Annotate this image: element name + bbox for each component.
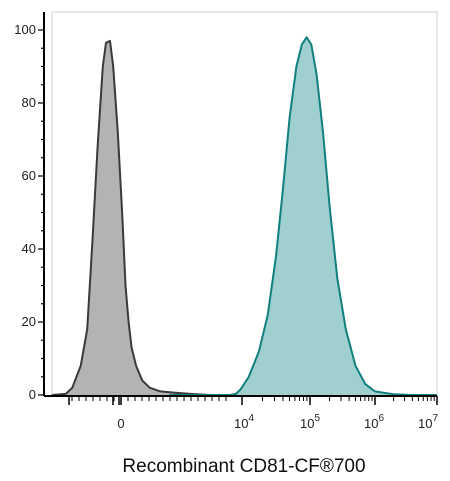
axes-layer: [38, 12, 438, 405]
x-tick-label: 0: [117, 416, 124, 431]
x-axis-label: Recombinant CD81-CF®700: [122, 456, 365, 477]
series-2-line: [169, 36, 437, 396]
series-1-line: [51, 39, 212, 396]
y-tick-label: 60: [22, 168, 36, 183]
y-tick-label: 20: [22, 314, 36, 329]
y-tick-label: 100: [14, 22, 36, 37]
series-1-fill: [52, 40, 212, 396]
y-tick-labels: 0 20 40 60 80 100: [14, 22, 36, 402]
series-2-fill: [169, 37, 437, 396]
y-tick-label: 40: [22, 241, 36, 256]
x-tick-label: 106: [364, 413, 384, 431]
y-tick-label: 80: [22, 95, 36, 110]
y-tick-label: 0: [29, 387, 36, 402]
x-tick-label: 105: [300, 413, 320, 431]
x-tick-label: 104: [234, 413, 254, 431]
x-tick-labels: 0 104 105 106 107: [117, 413, 438, 431]
series-layer: [51, 36, 437, 396]
x-tick-label: 107: [418, 413, 438, 431]
